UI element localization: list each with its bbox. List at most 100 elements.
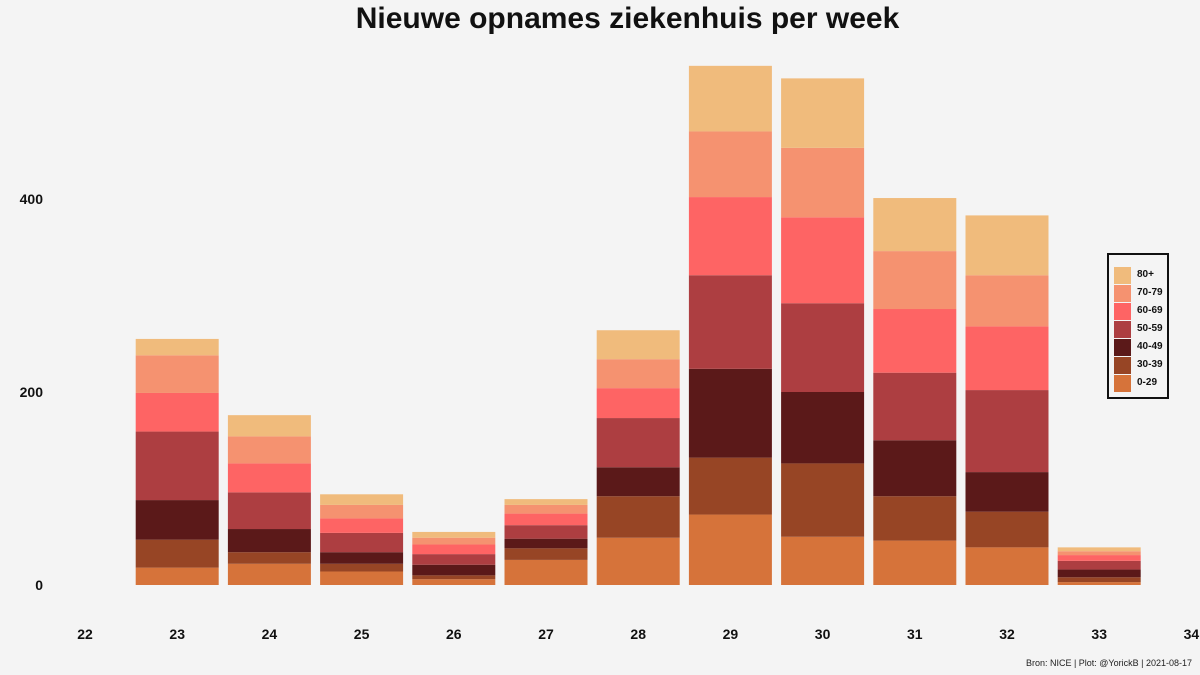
legend-swatch [1114, 267, 1131, 284]
x-tick-label: 24 [262, 626, 278, 642]
bar-segment-week-23-40-49 [135, 500, 219, 540]
legend-label: 40-49 [1137, 341, 1163, 352]
legend-label: 70-79 [1137, 287, 1163, 298]
bar-segment-week-27-0-29 [504, 559, 588, 585]
legend-swatch [1114, 375, 1131, 392]
bar-segment-week-30-50-59 [781, 303, 865, 392]
bar-segment-week-28-70-79 [596, 359, 680, 389]
bar-segment-week-32-40-49 [965, 472, 1049, 512]
bar-segment-week-33-80+ [1057, 547, 1141, 552]
bar-segment-week-31-60-69 [873, 309, 957, 373]
legend-item-70-79: 70-79 [1114, 285, 1168, 302]
legend-label: 0-29 [1137, 377, 1158, 388]
bar-segment-week-33-30-39 [1057, 577, 1141, 583]
bar-segment-week-26-60-69 [412, 544, 496, 555]
x-tick-label: 22 [77, 626, 93, 642]
legend-swatch [1114, 285, 1131, 302]
bar-segment-week-32-0-29 [965, 547, 1049, 585]
legend-item-0-29: 0-29 [1114, 375, 1168, 392]
bar-segment-week-27-30-39 [504, 548, 588, 560]
bar-segment-week-25-40-49 [320, 552, 404, 564]
bar-segment-week-29-30-39 [688, 457, 772, 515]
bar-segment-week-24-50-59 [227, 492, 311, 530]
legend-label: 60-69 [1137, 305, 1163, 316]
bar-segment-week-24-30-39 [227, 552, 311, 564]
bar-segment-week-30-30-39 [781, 463, 865, 537]
chart-title: Nieuwe opnames ziekenhuis per week [355, 2, 900, 35]
bar-segment-week-25-50-59 [320, 532, 404, 553]
legend-item-40-49: 40-49 [1114, 339, 1168, 356]
bar-segment-week-25-0-29 [320, 571, 404, 585]
source-caption: Bron: NICE | Plot: @YorickB | 2021-08-17 [1025, 658, 1192, 668]
legend: 80+ 70-79 60-69 50-59 40-49 30-39 0-29 [1107, 253, 1169, 399]
bar-segment-week-30-70-79 [781, 147, 865, 218]
x-tick-label: 30 [815, 626, 831, 642]
x-tick-label: 28 [630, 626, 646, 642]
bar-segment-week-28-50-59 [596, 418, 680, 468]
bar-segment-week-23-30-39 [135, 539, 219, 568]
bar-segment-week-23-80+ [135, 338, 219, 356]
legend-item-30-39: 30-39 [1114, 357, 1168, 374]
bar-segment-week-28-80+ [596, 330, 680, 360]
y-axis-ticks: 0 200 400 [20, 191, 44, 593]
bar-segment-week-25-60-69 [320, 518, 404, 533]
bar-segment-week-30-60-69 [781, 217, 865, 304]
bar-segment-week-26-0-29 [412, 579, 496, 585]
x-tick-label: 26 [446, 626, 462, 642]
bar-segment-week-23-70-79 [135, 355, 219, 393]
bar-segment-week-33-60-69 [1057, 555, 1141, 561]
bar-segment-week-32-80+ [965, 215, 1049, 276]
bar-segment-week-30-40-49 [781, 392, 865, 464]
bar-segment-week-31-40-49 [873, 440, 957, 497]
bar-segment-week-28-40-49 [596, 467, 680, 497]
legend-swatch [1114, 339, 1131, 356]
bar-segment-week-30-80+ [781, 78, 865, 148]
legend-label: 30-39 [1137, 359, 1163, 370]
bar-segment-week-31-80+ [873, 198, 957, 252]
bar-segment-week-23-0-29 [135, 567, 219, 585]
legend-label: 50-59 [1137, 323, 1163, 334]
bar-segment-week-30-0-29 [781, 536, 865, 585]
bar-segment-week-29-70-79 [688, 131, 772, 198]
legend-label: 80+ [1137, 269, 1154, 280]
bar-segment-week-27-50-59 [504, 525, 588, 539]
bar-segment-week-32-60-69 [965, 326, 1049, 391]
bar-segment-week-26-50-59 [412, 554, 496, 565]
legend-item-50-59: 50-59 [1114, 321, 1168, 338]
y-tick-label: 400 [20, 191, 44, 207]
x-tick-label: 29 [723, 626, 739, 642]
bar-segment-week-24-60-69 [227, 463, 311, 493]
bar-segment-week-32-50-59 [965, 390, 1049, 473]
x-tick-label: 23 [169, 626, 185, 642]
bar-segment-week-26-30-39 [412, 575, 496, 580]
legend-swatch [1114, 321, 1131, 338]
y-tick-label: 200 [20, 384, 44, 400]
bar-segment-week-27-60-69 [504, 513, 588, 526]
bar-segment-week-32-30-39 [965, 511, 1049, 548]
bar-segment-week-31-50-59 [873, 372, 957, 441]
bar-segment-week-28-0-29 [596, 537, 680, 585]
x-tick-label: 25 [354, 626, 370, 642]
x-tick-label: 34 [1184, 626, 1200, 642]
bar-segment-week-24-70-79 [227, 436, 311, 464]
bar-segment-week-26-40-49 [412, 564, 496, 576]
y-tick-label: 0 [35, 577, 43, 593]
bar-segment-week-25-80+ [320, 494, 404, 505]
bar-segment-week-24-80+ [227, 415, 311, 437]
bar-segment-week-23-60-69 [135, 392, 219, 432]
bar-segment-week-27-40-49 [504, 538, 588, 549]
bar-segment-week-25-30-39 [320, 563, 404, 572]
bar-segment-week-26-80+ [412, 531, 496, 538]
bar-segment-week-24-0-29 [227, 563, 311, 585]
bar-segment-week-27-80+ [504, 499, 588, 505]
bar-segment-week-28-60-69 [596, 388, 680, 419]
legend-swatch [1114, 357, 1131, 374]
bar-segment-week-31-0-29 [873, 540, 957, 585]
bar-segment-week-29-0-29 [688, 514, 772, 585]
bar-segment-week-33-50-59 [1057, 560, 1141, 570]
bar-segment-week-24-40-49 [227, 529, 311, 553]
x-tick-label: 33 [1091, 626, 1107, 642]
bar-segment-week-29-40-49 [688, 368, 772, 458]
bar-segment-week-23-50-59 [135, 431, 219, 501]
